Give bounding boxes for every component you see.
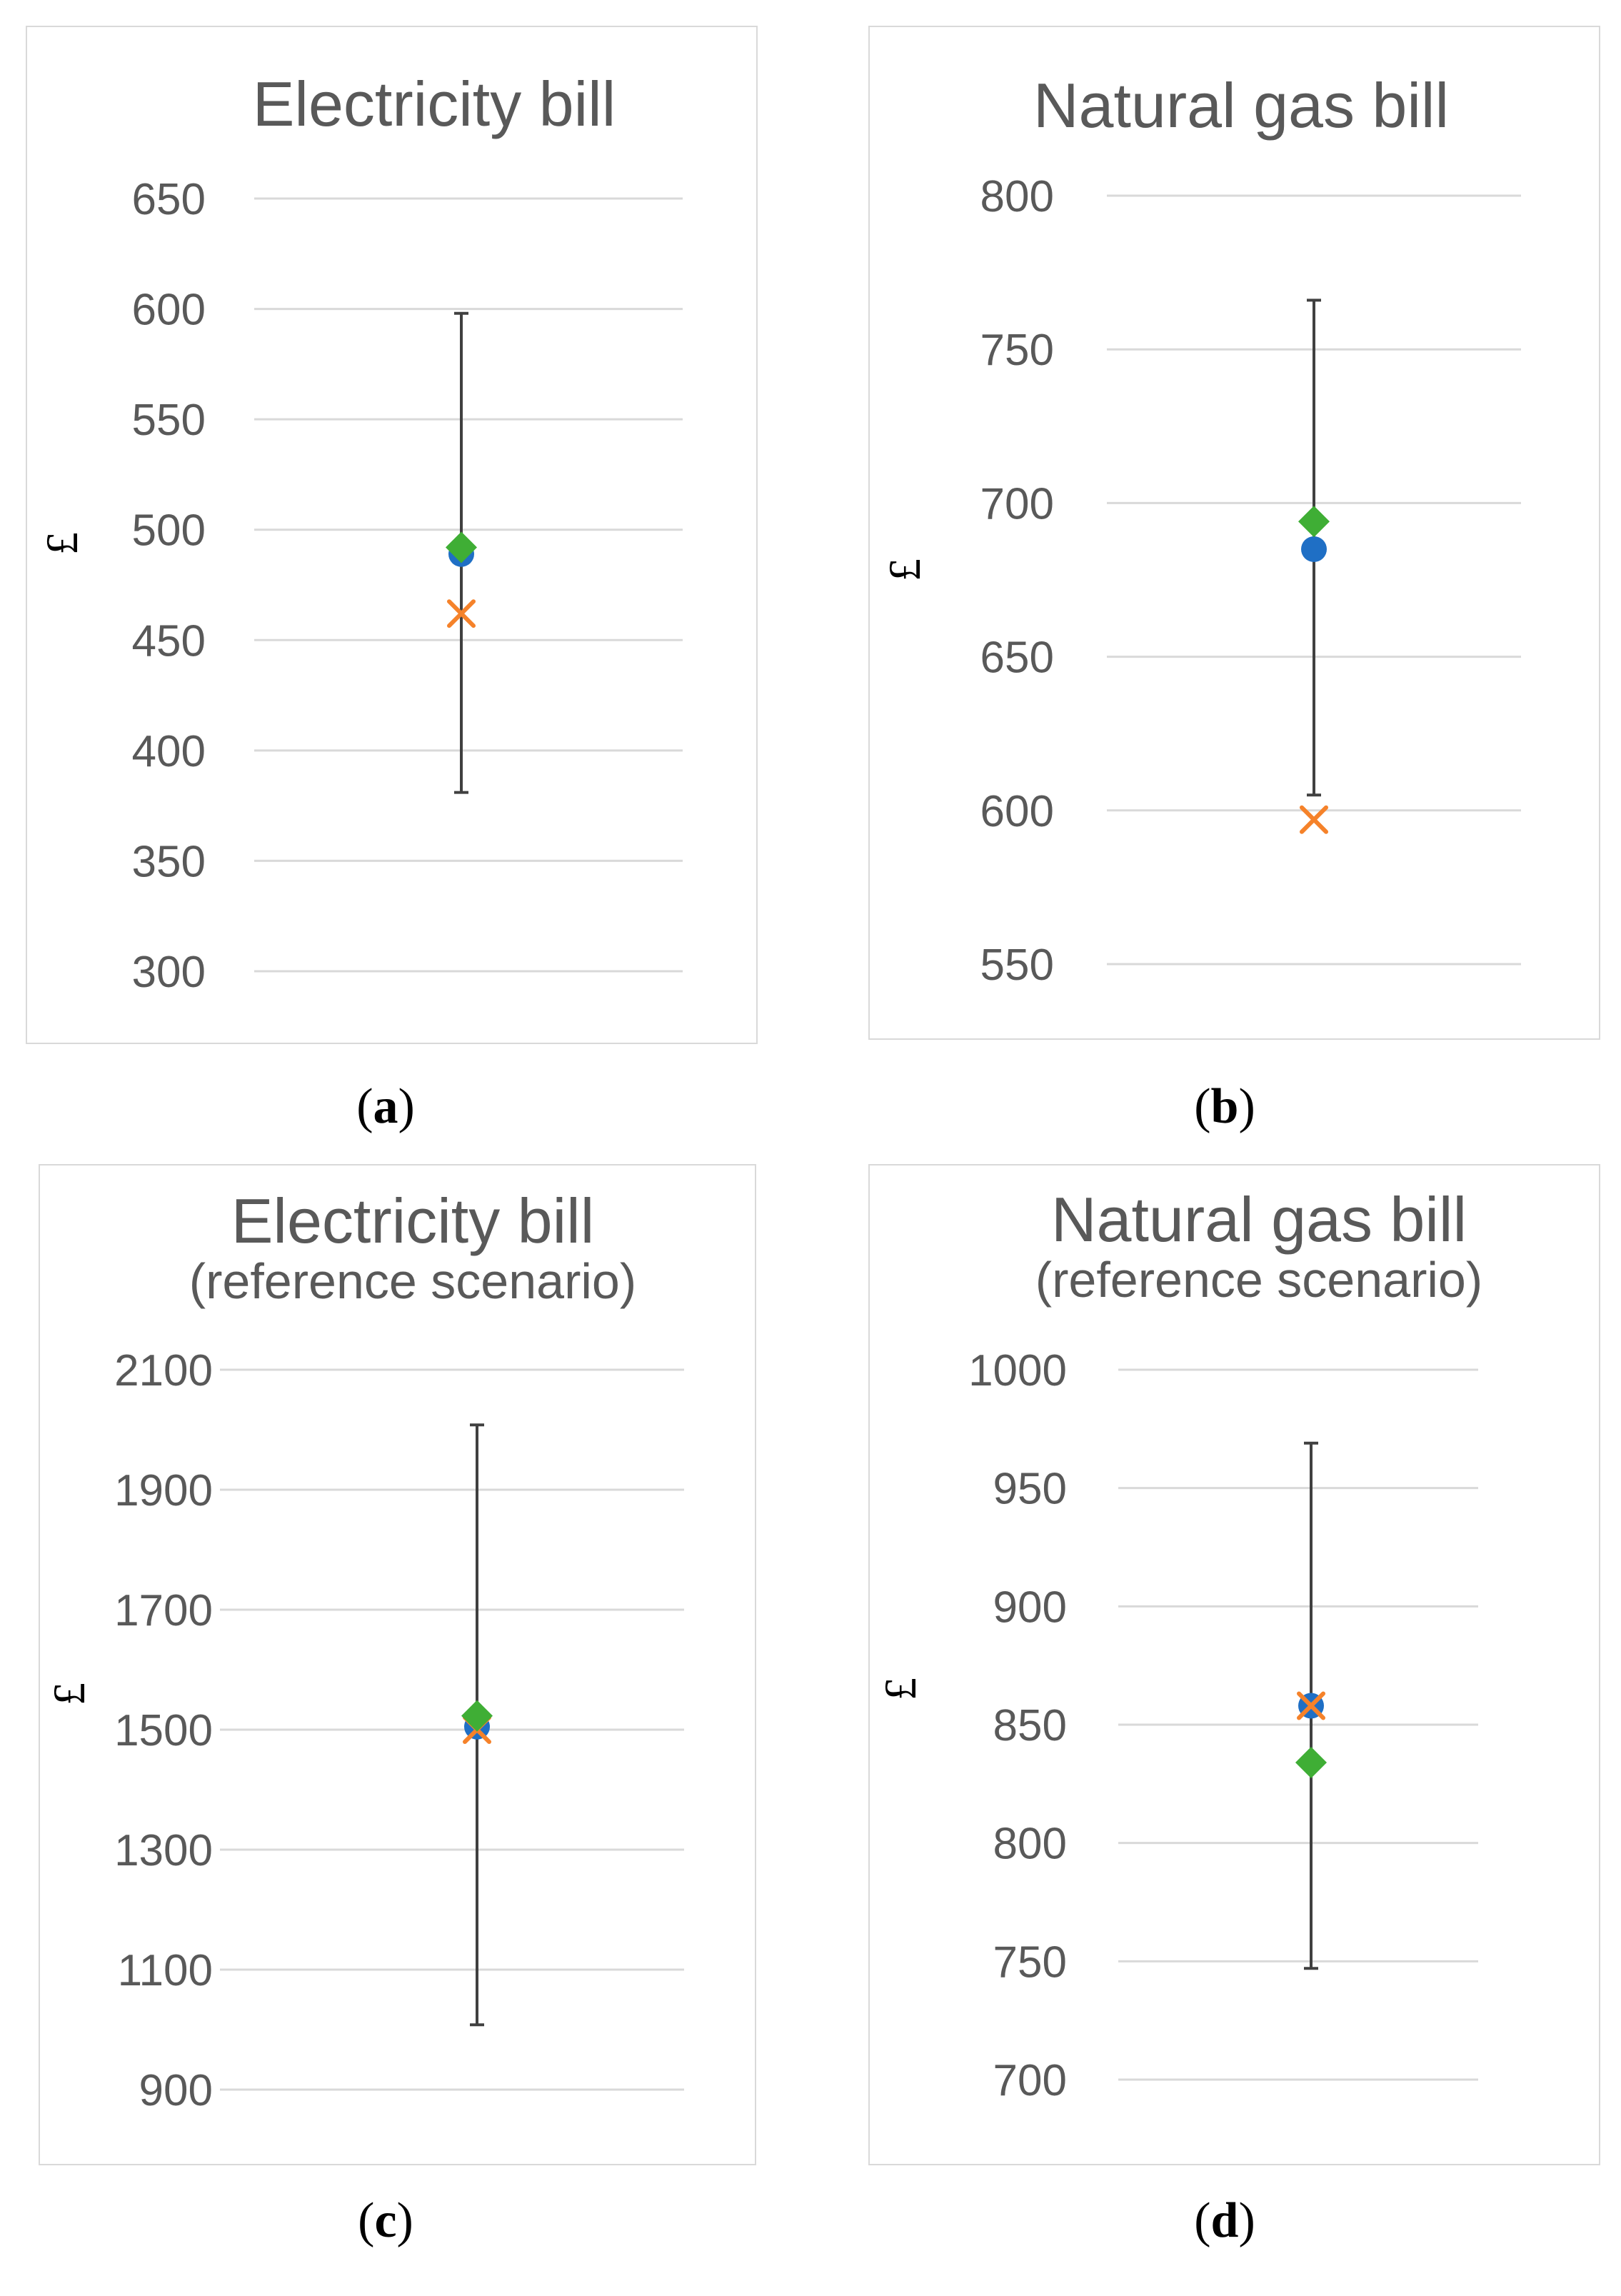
caption-b: (b) [1194, 1079, 1255, 1134]
y-tick-label-d-850: 850 [993, 1701, 1067, 1750]
chart-title-d: Natural gas bill [1051, 1184, 1467, 1255]
caption-c: (c) [358, 2193, 413, 2248]
y-tick-label-c-1100: 1100 [118, 1946, 213, 1995]
chart-c-svg: 900 1100 1300 1500 1700 1900 2100 Electricity b… [44, 1185, 684, 2115]
marker-diamond-d [1295, 1747, 1327, 1779]
y-tick-label-a-600: 600 [132, 286, 206, 335]
y-tick-label-a-300: 300 [132, 948, 206, 997]
chart-subtitle-c: (reference scenario) [189, 1253, 636, 1309]
chart-title-b: Natural gas bill [1033, 70, 1449, 141]
marker-cross-stroke-2-b [1300, 805, 1328, 834]
y-axis-label-a: £ [36, 532, 87, 555]
marker-cross-b [1300, 805, 1328, 834]
chart-panel-b: 550 600 650 700 750 800 Natural gas bill £ [868, 26, 1600, 1040]
y-tick-label-c-1500: 1500 [114, 1706, 213, 1755]
chart-subtitle-d: (reference scenario) [1035, 1252, 1482, 1308]
y-tick-label-c-900: 900 [139, 2066, 213, 2115]
caption-c-letter: c [374, 2193, 397, 2248]
y-tick-label-a-550: 550 [132, 396, 206, 445]
y-tick-label-b-750: 750 [980, 326, 1054, 375]
y-tick-label-a-350: 350 [132, 837, 206, 886]
caption-b-letter: b [1210, 1079, 1239, 1134]
y-tick-label-b-600: 600 [980, 787, 1054, 836]
y-axis-label-d: £ [875, 1678, 925, 1700]
y-tick-label-b-700: 700 [980, 479, 1054, 528]
y-tick-label-a-400: 400 [132, 727, 206, 776]
chart-a-svg: 300 350 400 450 500 550 600 650 Electricity bill… [36, 69, 683, 997]
chart-panel-a: 300 350 400 450 500 550 600 650 Electricity bill… [26, 26, 758, 1044]
marker-diamond-c [461, 1700, 493, 1732]
caption-d: (d) [1194, 2193, 1255, 2248]
y-tick-label-d-1000: 1000 [968, 1346, 1067, 1395]
marker-cross-stroke-2-a [447, 599, 476, 628]
y-tick-label-a-500: 500 [132, 506, 206, 556]
caption-a: (a) [356, 1079, 415, 1134]
marker-cross-stroke-2-d [1297, 1691, 1325, 1720]
y-tick-label-c-2100: 2100 [114, 1346, 213, 1395]
marker-diamond-a [446, 531, 477, 563]
marker-diamond-b [1298, 506, 1330, 538]
y-axis-label-c: £ [44, 1683, 94, 1705]
y-tick-label-b-650: 650 [980, 633, 1054, 683]
y-tick-label-d-800: 800 [993, 1820, 1067, 1869]
chart-title-c: Electricity bill [231, 1185, 595, 1256]
marker-cross-d [1297, 1691, 1325, 1720]
marker-circle-b [1301, 536, 1327, 562]
chart-d-svg: 700 750 800 850 900 950 1000 Natural gas bill(r… [875, 1184, 1482, 2105]
y-tick-label-c-1900: 1900 [114, 1466, 213, 1515]
y-tick-label-c-1700: 1700 [114, 1586, 213, 1635]
chart-title-a: Electricity bill [253, 69, 616, 139]
y-tick-label-a-450: 450 [132, 616, 206, 666]
chart-panel-c: 900 1100 1300 1500 1700 1900 2100 Electricity b… [39, 1164, 756, 2165]
y-tick-label-b-550: 550 [980, 941, 1054, 990]
y-tick-label-b-800: 800 [980, 172, 1054, 221]
caption-a-letter: a [373, 1079, 398, 1134]
chart-panel-d: 700 750 800 850 900 950 1000 Natural gas bill (r… [868, 1164, 1600, 2165]
y-axis-label-b: £ [879, 558, 930, 581]
y-tick-label-d-700: 700 [993, 2056, 1067, 2105]
marker-cross-a [447, 599, 476, 628]
y-tick-label-c-1300: 1300 [114, 1826, 213, 1875]
y-tick-label-d-900: 900 [993, 1583, 1067, 1632]
y-tick-label-a-650: 650 [132, 175, 206, 224]
y-tick-label-d-750: 750 [993, 1937, 1067, 1987]
y-tick-label-d-950: 950 [993, 1465, 1067, 1514]
caption-d-letter: d [1210, 2193, 1239, 2248]
chart-b-svg: 550 600 650 700 750 800 Natural gas bill £ [879, 70, 1521, 990]
